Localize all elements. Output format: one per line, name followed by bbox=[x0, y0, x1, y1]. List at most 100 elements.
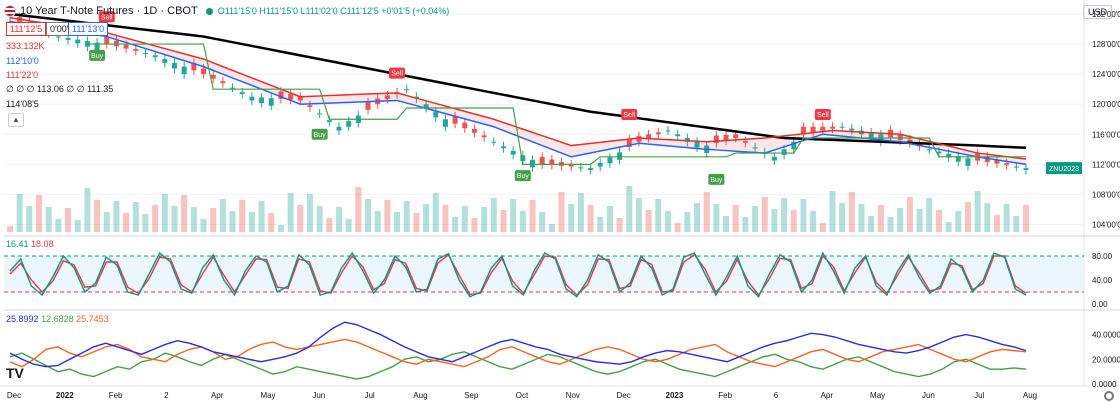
price-tick-label: 124'00'0 bbox=[1092, 70, 1120, 79]
volume-bar bbox=[481, 207, 488, 232]
volume-bar bbox=[723, 216, 730, 232]
buy-signal-badge[interactable] bbox=[89, 49, 106, 61]
candle-body bbox=[171, 62, 177, 69]
volume-bar bbox=[335, 207, 342, 232]
symbol-tag-label: ZNU2023 bbox=[1049, 166, 1079, 173]
sell-signal-badge[interactable] bbox=[814, 109, 831, 120]
time-tick-label: Sep bbox=[464, 391, 479, 400]
volume-bar bbox=[287, 193, 294, 232]
candle-body bbox=[481, 135, 487, 138]
support-step-line bbox=[87, 43, 1026, 165]
volume-bar bbox=[181, 195, 188, 232]
candle-body bbox=[491, 141, 497, 143]
candle-body bbox=[259, 97, 265, 104]
volume-bar bbox=[355, 187, 362, 232]
price-tick-label: 128'00'0 bbox=[1092, 40, 1120, 49]
stoch-legend[interactable]: 16.41 18.08 bbox=[6, 239, 54, 250]
candle-body bbox=[326, 120, 332, 123]
volume-bar bbox=[906, 197, 913, 232]
candle-body bbox=[723, 134, 729, 141]
volume-bar bbox=[993, 215, 1000, 232]
volume-bar bbox=[868, 216, 875, 232]
indicator-legend-4[interactable]: 114'08'5 bbox=[6, 99, 39, 109]
buy-signal-badge[interactable] bbox=[311, 128, 328, 140]
stoch-k-line bbox=[9, 251, 1027, 299]
gear-icon[interactable] bbox=[1104, 391, 1114, 401]
candle-body bbox=[655, 132, 661, 135]
candle-body bbox=[220, 81, 226, 84]
volume-bar bbox=[1023, 205, 1029, 232]
adx-line bbox=[9, 321, 1027, 368]
candle-body bbox=[907, 139, 913, 144]
candle-body bbox=[713, 135, 719, 144]
volume-bar bbox=[16, 194, 23, 232]
indicator-legend-3[interactable]: ∅ ∅ ∅ 113.06 ∅ ∅ 111.35 bbox=[6, 84, 114, 94]
ma-black-line bbox=[9, 12, 1027, 150]
dmi-minus-value: 25.7453 bbox=[76, 314, 109, 324]
candle-body bbox=[675, 134, 681, 137]
collapse-legend-button[interactable]: ▲ bbox=[8, 113, 24, 127]
volume-bar bbox=[374, 211, 381, 232]
volume-bar bbox=[461, 206, 468, 232]
ma-legend-1[interactable]: 112'10'0 bbox=[6, 56, 39, 66]
candle-body bbox=[162, 59, 168, 63]
volume-bar bbox=[732, 205, 739, 232]
volume-bar bbox=[587, 205, 594, 232]
candle-body bbox=[800, 126, 806, 135]
symbol-tag bbox=[1046, 162, 1082, 175]
volume-bar bbox=[394, 212, 401, 232]
buy-signal-badge[interactable] bbox=[514, 170, 531, 182]
sell-price-box[interactable]: 111'12'5 bbox=[6, 22, 47, 36]
candle-body bbox=[462, 122, 468, 129]
volume-bar bbox=[577, 193, 584, 232]
buy-signal-badge[interactable] bbox=[708, 173, 725, 185]
candle-body bbox=[500, 146, 506, 149]
candle-body bbox=[423, 104, 429, 108]
candle-body bbox=[75, 39, 81, 44]
tradingview-logo[interactable]: TV bbox=[6, 365, 24, 381]
currency-selector[interactable]: USD bbox=[1082, 5, 1112, 19]
candle-body bbox=[791, 141, 797, 150]
candle-body bbox=[984, 156, 990, 163]
volume-bar bbox=[423, 204, 430, 232]
time-tick-label: Aug bbox=[413, 391, 427, 400]
volume-bar bbox=[510, 199, 517, 232]
candle-body bbox=[820, 126, 826, 131]
sell-signal-badge[interactable] bbox=[389, 67, 406, 79]
volume-bar bbox=[984, 203, 991, 232]
candle-body bbox=[646, 134, 652, 139]
buy-price-box[interactable]: 111'13'0 bbox=[68, 22, 109, 36]
candle-body bbox=[781, 149, 787, 155]
time-tick-label: 6 bbox=[774, 391, 779, 400]
time-tick-label: May bbox=[870, 391, 885, 400]
price-tick-label: 116'00'0 bbox=[1092, 130, 1120, 139]
candle-body bbox=[249, 96, 255, 101]
volume-bar bbox=[606, 206, 613, 232]
candle-body bbox=[288, 94, 294, 100]
candle-body bbox=[597, 162, 603, 167]
dmi-tick-label: 20.0000 bbox=[1092, 355, 1120, 364]
candle-body bbox=[230, 87, 236, 89]
buy-signal-label: Buy bbox=[710, 177, 723, 184]
candle-body bbox=[123, 44, 129, 49]
symbol-title[interactable]: 10 Year T-Note Futures · 1D · CBOT bbox=[20, 5, 198, 17]
time-tick-label: Feb bbox=[718, 391, 732, 400]
volume-bar bbox=[945, 222, 952, 232]
volume-bar bbox=[742, 217, 749, 232]
time-tick-label: Dec bbox=[7, 391, 21, 400]
dmi-legend[interactable]: 25.8992 12.6828 25.7453 bbox=[6, 314, 109, 325]
candle-body bbox=[955, 156, 961, 162]
ma-red-line bbox=[9, 17, 1027, 160]
volume-bar bbox=[800, 199, 807, 232]
ma-legend-2[interactable]: 111'22'0 bbox=[6, 70, 39, 80]
candle-body bbox=[104, 36, 110, 45]
volume-bar bbox=[848, 192, 855, 232]
volume-bar bbox=[403, 201, 410, 232]
candle-body bbox=[829, 126, 835, 129]
sell-signal-badge[interactable] bbox=[621, 109, 638, 120]
sell-signal-badge[interactable] bbox=[98, 11, 115, 23]
volume-bar bbox=[316, 206, 323, 232]
candle-body bbox=[55, 36, 61, 38]
volume-legend[interactable]: 333.132K bbox=[6, 41, 45, 51]
